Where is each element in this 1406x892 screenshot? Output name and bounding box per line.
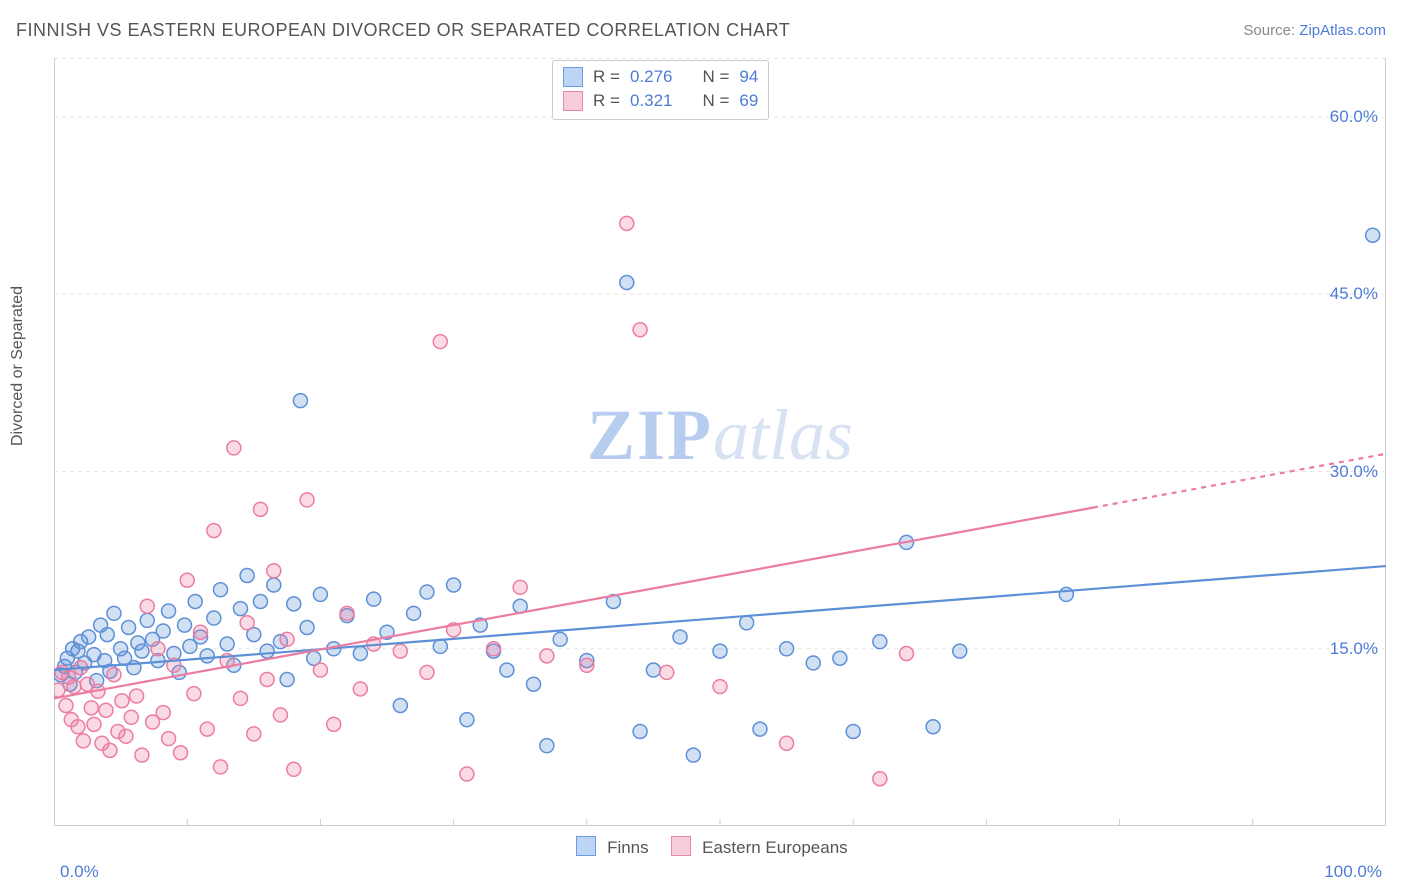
- stats-row-ee: R = 0.321 N = 69: [563, 89, 758, 113]
- y-tick-label: 30.0%: [1330, 462, 1378, 482]
- scatter-chart: [54, 58, 1386, 826]
- stats-row-finns: R = 0.276 N = 94: [563, 65, 758, 89]
- y-axis-label: Divorced or Separated: [9, 286, 27, 446]
- r-label: R =: [593, 67, 620, 87]
- source-label: Source:: [1243, 22, 1295, 39]
- legend-finns-label: Finns: [607, 838, 649, 857]
- plot-area: ZIPatlas: [54, 58, 1386, 826]
- n-value-ee: 69: [739, 91, 758, 111]
- x-axis-min-label: 0.0%: [60, 862, 99, 882]
- stats-legend: R = 0.276 N = 94 R = 0.321 N = 69: [552, 60, 769, 120]
- n-label: N =: [702, 67, 729, 87]
- x-axis-max-label: 100.0%: [1324, 862, 1382, 882]
- n-label: N =: [702, 91, 729, 111]
- series-legend: Finns Eastern Europeans: [0, 836, 1406, 858]
- r-label: R =: [593, 91, 620, 111]
- swatch-finns: [563, 67, 583, 87]
- n-value-finns: 94: [739, 67, 758, 87]
- chart-title: FINNISH VS EASTERN EUROPEAN DIVORCED OR …: [16, 20, 790, 41]
- swatch-finns-bottom: [576, 836, 596, 856]
- source-attribution: Source: ZipAtlas.com: [1243, 22, 1386, 39]
- r-value-ee: 0.321: [630, 91, 673, 111]
- y-tick-label: 45.0%: [1330, 284, 1378, 304]
- swatch-ee: [563, 91, 583, 111]
- source-link[interactable]: ZipAtlas.com: [1299, 22, 1386, 39]
- y-tick-label: 15.0%: [1330, 639, 1378, 659]
- y-tick-label: 60.0%: [1330, 107, 1378, 127]
- swatch-ee-bottom: [671, 836, 691, 856]
- legend-ee-label: Eastern Europeans: [702, 838, 848, 857]
- r-value-finns: 0.276: [630, 67, 673, 87]
